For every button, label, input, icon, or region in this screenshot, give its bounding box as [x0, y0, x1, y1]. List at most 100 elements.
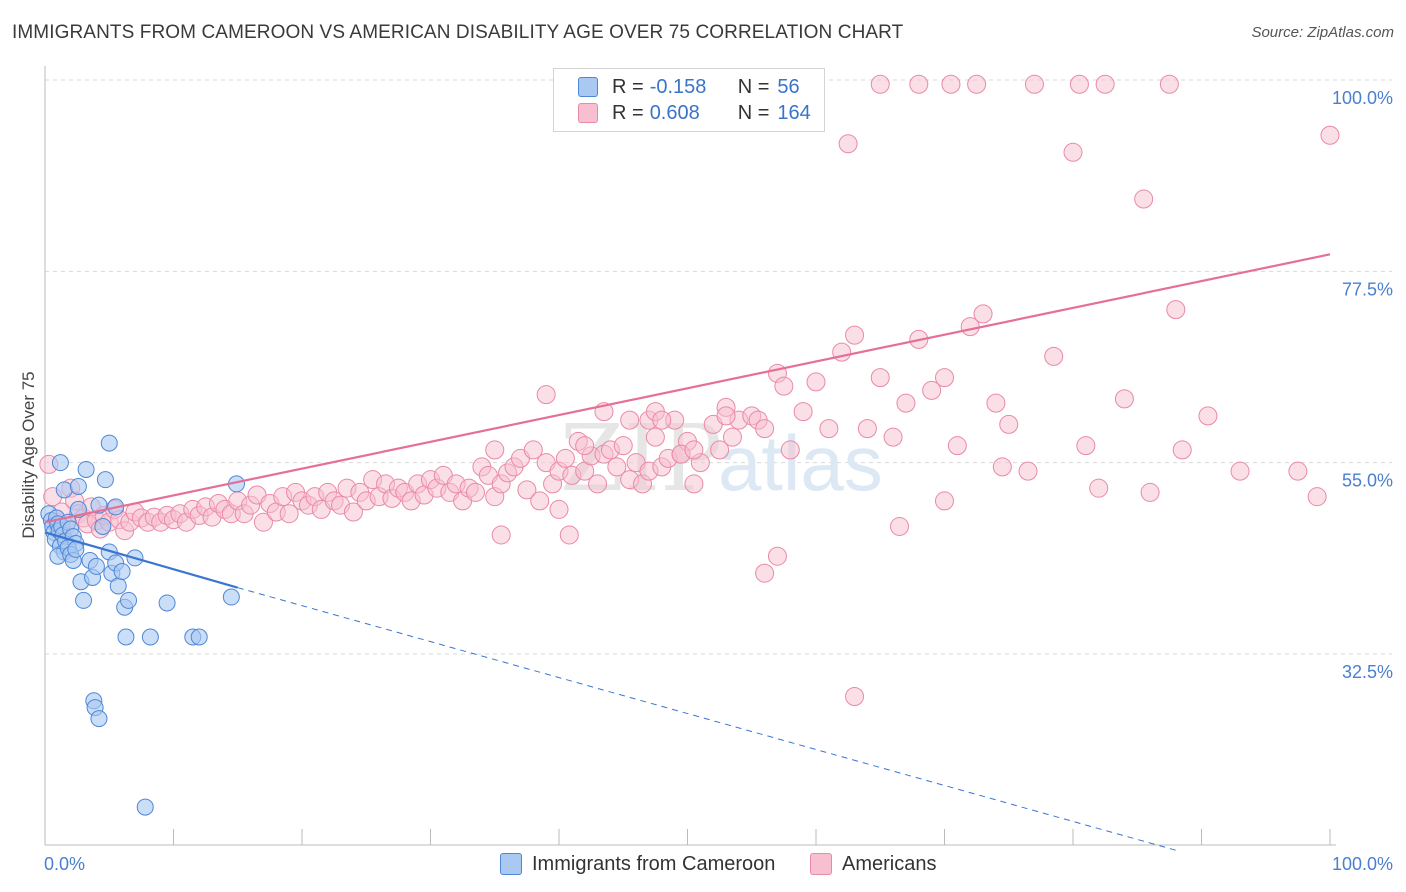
n-label: N =: [737, 75, 770, 98]
data-point-americans: [992, 457, 1012, 477]
data-point-americans: [1134, 189, 1154, 209]
data-point-cameroon: [55, 481, 73, 499]
trend-line-cameroon: [44, 531, 239, 589]
data-point-cameroon: [90, 710, 108, 728]
data-point-americans: [890, 516, 910, 536]
data-point-americans: [922, 380, 942, 400]
data-point-americans: [967, 74, 987, 94]
trend-line-cameroon-extension: [237, 587, 1180, 852]
y-tick-label: 55.0%: [1342, 471, 1393, 491]
data-point-americans: [549, 499, 569, 519]
data-point-americans: [1172, 440, 1192, 460]
r-value: 0.608: [649, 101, 700, 124]
americans-points: [39, 74, 1340, 707]
data-point-americans: [819, 419, 839, 439]
r-label: R =: [612, 75, 644, 98]
data-point-americans: [1044, 346, 1064, 366]
data-point-cameroon: [94, 517, 112, 535]
data-point-americans: [1076, 436, 1096, 456]
data-point-americans: [870, 74, 890, 94]
stats-legend: R = -0.158 N = 56 R = 0.608 N = 164: [553, 68, 825, 132]
data-point-cameroon: [158, 594, 176, 612]
data-point-americans: [1095, 74, 1115, 94]
legend-label-cameroon: Immigrants from Cameroon: [532, 852, 776, 875]
trend-line-americans: [44, 253, 1331, 524]
data-point-americans: [1159, 74, 1179, 94]
data-point-cameroon: [117, 628, 135, 646]
data-point-cameroon: [77, 460, 95, 478]
data-point-americans: [1018, 461, 1038, 481]
data-point-americans: [1307, 487, 1327, 507]
data-point-americans: [485, 440, 505, 460]
data-point-americans: [722, 427, 742, 447]
data-point-americans: [755, 419, 775, 439]
data-point-americans: [1069, 74, 1089, 94]
tick-labels: 32.5% 55.0% 77.5% 100.0% 0.0% 100.0%: [44, 88, 1393, 874]
data-point-americans: [838, 134, 858, 154]
data-point-americans: [575, 436, 595, 456]
data-point-americans: [555, 448, 575, 468]
legend-label-americans: Americans: [842, 852, 937, 875]
y-tick-label: 100.0%: [1332, 88, 1393, 108]
data-point-americans: [530, 491, 550, 511]
data-point-americans: [806, 372, 826, 392]
y-axis-title: Disability Age Over 75: [19, 371, 38, 538]
data-point-americans: [941, 74, 961, 94]
data-point-americans: [1198, 406, 1218, 426]
data-point-cameroon: [75, 591, 93, 609]
data-point-cameroon: [69, 477, 87, 495]
legend-item-americans[interactable]: Americans: [810, 850, 936, 878]
data-point-americans: [845, 687, 865, 707]
data-point-cameroon: [109, 577, 127, 595]
x-tick-label: 0.0%: [44, 854, 85, 874]
x-tick-label: 100.0%: [1332, 854, 1393, 874]
data-point-americans: [343, 502, 363, 522]
data-point-americans: [253, 512, 273, 532]
r-value: -0.158: [649, 75, 707, 98]
data-point-cameroon: [136, 798, 154, 816]
data-point-americans: [767, 546, 787, 566]
y-tick-label: 77.5%: [1342, 279, 1393, 299]
data-point-americans: [279, 504, 299, 524]
data-point-americans: [716, 406, 736, 426]
data-point-americans: [491, 525, 511, 545]
data-point-americans: [588, 474, 608, 494]
chart-title: IMMIGRANTS FROM CAMEROON VS AMERICAN DIS…: [12, 22, 904, 43]
data-point-americans: [935, 491, 954, 511]
data-point-americans: [999, 414, 1019, 434]
data-point-americans: [986, 393, 1006, 413]
data-point-americans: [710, 440, 730, 460]
data-point-americans: [1114, 389, 1134, 409]
n-label: N =: [737, 101, 770, 124]
data-point-americans: [857, 419, 877, 439]
data-point-americans: [1063, 142, 1083, 162]
data-point-americans: [536, 385, 556, 405]
data-point-americans: [935, 368, 954, 388]
data-point-americans: [845, 325, 865, 345]
legend-row-cameroon: R = -0.158 N = 56: [578, 74, 800, 100]
data-point-americans: [1288, 461, 1308, 481]
data-point-americans: [652, 410, 672, 430]
legend-row-americans: R = 0.608 N = 164: [578, 100, 811, 126]
data-point-americans: [774, 376, 794, 396]
data-point-cameroon: [96, 471, 114, 489]
data-point-americans: [645, 427, 665, 447]
data-point-cameroon: [120, 591, 138, 609]
data-point-americans: [1024, 74, 1044, 94]
data-point-americans: [1166, 300, 1186, 320]
data-point-americans: [1320, 125, 1340, 145]
data-point-americans: [559, 525, 579, 545]
data-point-americans: [607, 457, 627, 477]
data-point-americans: [883, 427, 903, 447]
data-point-americans: [947, 436, 967, 456]
data-point-americans: [613, 436, 633, 456]
legend-item-cameroon[interactable]: Immigrants from Cameroon: [500, 850, 775, 878]
legend-swatch-cameroon: [500, 853, 522, 875]
data-point-cameroon: [51, 454, 69, 472]
data-point-americans: [1089, 478, 1109, 498]
data-point-cameroon: [87, 557, 105, 575]
data-point-cameroon: [113, 563, 131, 581]
data-point-cameroon: [190, 628, 208, 646]
data-point-americans: [896, 393, 916, 413]
